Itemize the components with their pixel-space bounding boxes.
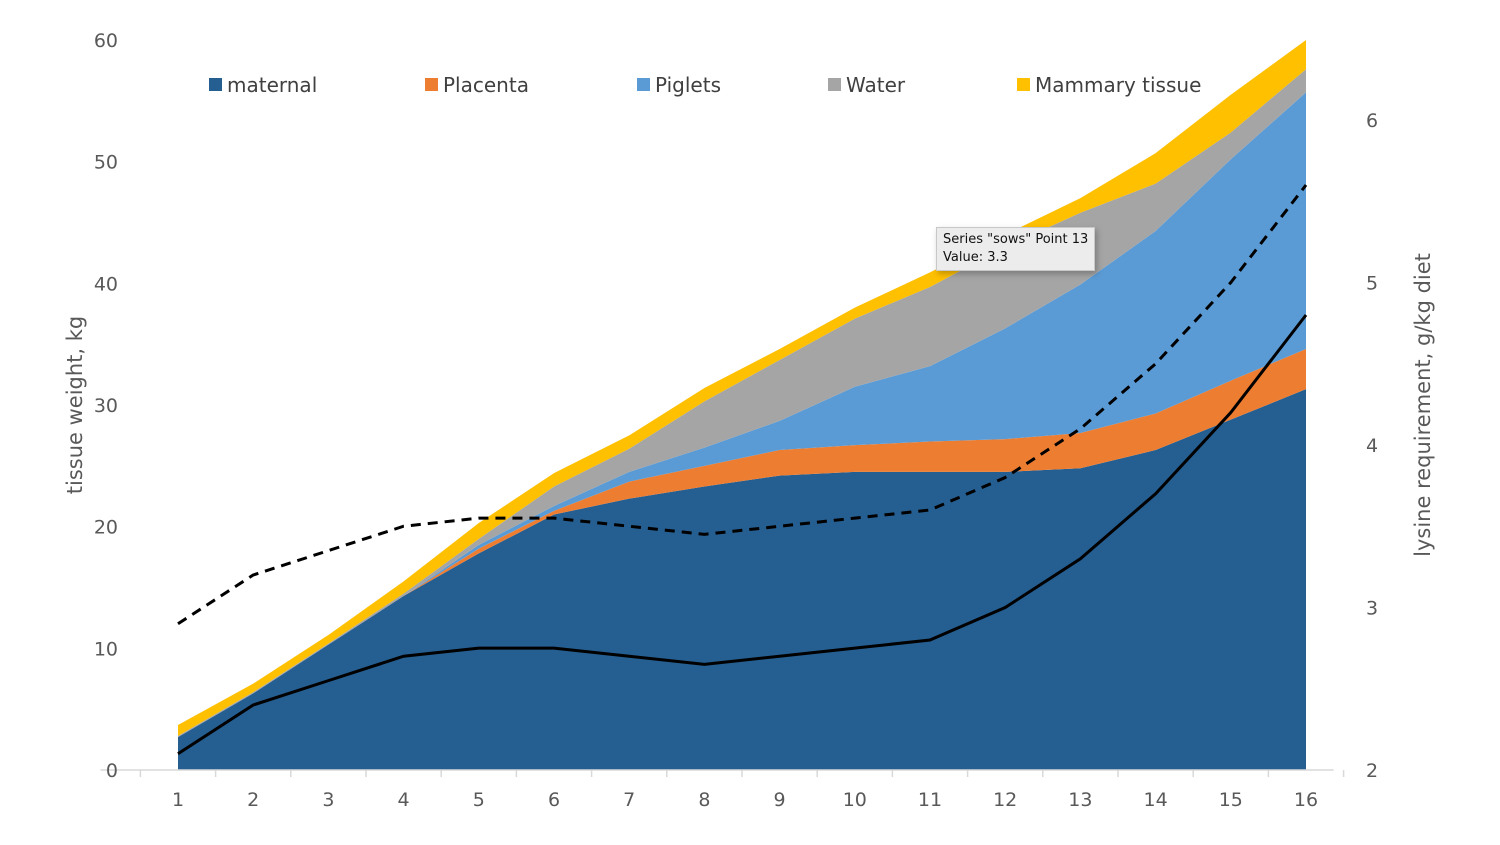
legend-swatch — [828, 78, 841, 91]
legend-item-mammary-tissue: Mammary tissue — [1017, 73, 1201, 97]
stacked-areas — [178, 40, 1306, 770]
legend-label: Mammary tissue — [1035, 73, 1201, 97]
line-sows — [177, 314, 1308, 756]
area-water — [178, 69, 1306, 738]
legend: maternal Placenta Piglets Water Mammary tiss… — [209, 73, 1201, 97]
y2-tick-label: 4 — [1366, 435, 1378, 457]
y2-axis-label: lysine requirement, g/kg diet — [1411, 253, 1435, 557]
tooltip-series-point: Series "sows" Point 13 — [943, 232, 1089, 247]
x-tick-label: 4 — [398, 789, 410, 811]
legend-label: Placenta — [443, 73, 529, 97]
x-tick-label: 14 — [1144, 789, 1168, 811]
legend-label: Piglets — [655, 73, 721, 97]
legend-item-water: Water — [828, 73, 906, 97]
x-tick-label: 5 — [473, 789, 485, 811]
y-tick-label: 40 — [94, 273, 118, 295]
y-tick-label: 60 — [94, 30, 118, 52]
x-tick-label: 7 — [623, 789, 635, 811]
legend-item-maternal: maternal — [209, 73, 317, 97]
y-axis-left: 0 10 20 30 40 50 60 — [94, 30, 118, 782]
y-axis-right: 2 3 4 5 6 — [1366, 110, 1378, 782]
y-tick-label: 10 — [94, 638, 118, 660]
legend-swatch — [209, 78, 222, 91]
legend-swatch — [637, 78, 650, 91]
y-tick-label: 20 — [94, 517, 118, 539]
x-tick-label: 15 — [1219, 789, 1243, 811]
x-tick-label: 16 — [1294, 789, 1318, 811]
y-tick-label: 50 — [94, 152, 118, 174]
y2-tick-label: 6 — [1366, 110, 1378, 132]
y-axis-label: tissue weight, kg — [63, 316, 87, 495]
y2-tick-label: 3 — [1366, 598, 1378, 620]
x-tick-label: 13 — [1068, 789, 1092, 811]
y2-tick-label: 5 — [1366, 273, 1378, 295]
requirement-lines — [177, 184, 1308, 756]
y2-tick-label: 2 — [1366, 760, 1378, 782]
legend-swatch — [1017, 78, 1030, 91]
y-tick-label: 30 — [94, 395, 118, 417]
legend-item-placenta: Placenta — [425, 73, 529, 97]
area-maternal — [178, 389, 1306, 770]
x-tick-label: 1 — [172, 789, 184, 811]
tooltip-value: Value: 3.3 — [943, 250, 1008, 265]
area-mammary-tissue — [178, 40, 1306, 736]
tooltip: Series "sows" Point 13 Value: 3.3 — [936, 227, 1096, 271]
x-tick-label: 12 — [993, 789, 1017, 811]
legend-swatch — [425, 78, 438, 91]
area-placenta — [178, 349, 1306, 738]
x-tick-label: 2 — [247, 789, 259, 811]
y-tick-label: 0 — [106, 760, 118, 782]
x-tick-label: 6 — [548, 789, 560, 811]
x-tick-label: 9 — [774, 789, 786, 811]
legend-item-piglets: Piglets — [637, 73, 721, 97]
x-tick-label: 11 — [918, 789, 942, 811]
x-axis: 1 2 3 4 5 6 7 8 9 10 11 12 13 14 15 16 — [100, 769, 1345, 811]
line-dashed — [177, 184, 1308, 626]
x-tick-label: 8 — [698, 789, 710, 811]
area-piglets — [178, 92, 1306, 738]
legend-label: maternal — [227, 73, 317, 97]
x-tick-label: 10 — [843, 789, 867, 811]
x-tick-label: 3 — [322, 789, 334, 811]
legend-label: Water — [846, 73, 906, 97]
